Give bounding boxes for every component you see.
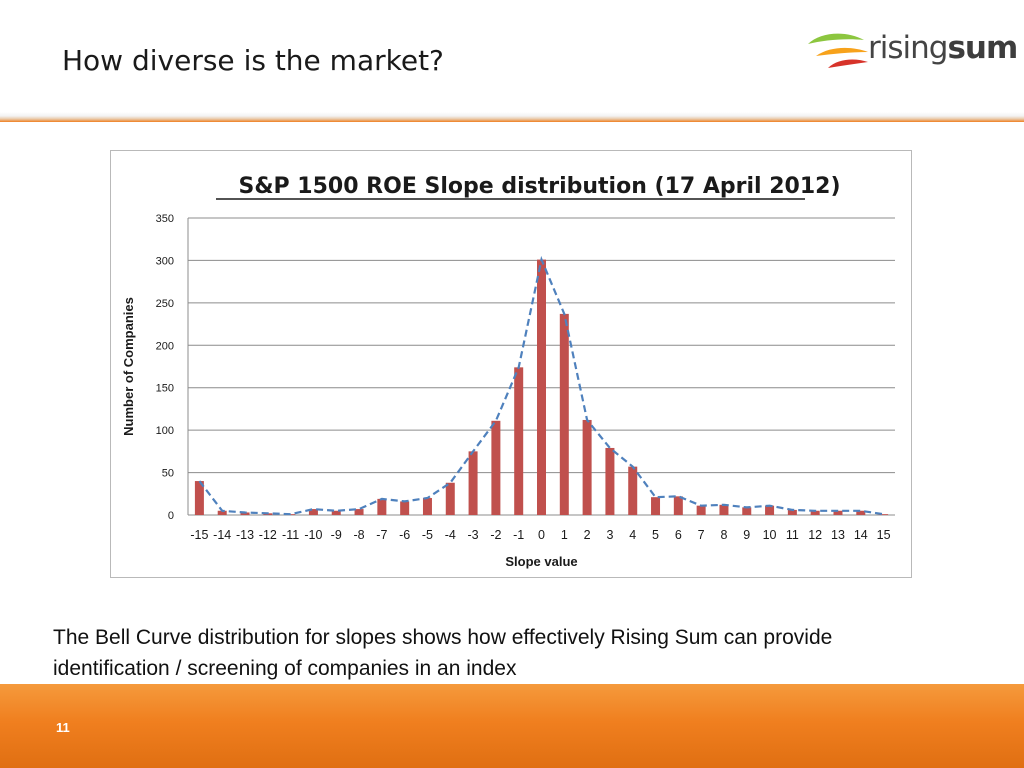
x-tick-label: 9 [743, 528, 750, 542]
bar [833, 510, 843, 515]
x-tick-label: 14 [854, 528, 868, 542]
bar-chart: S&P 1500 ROE Slope distribution (17 Apri… [121, 174, 895, 569]
bar [879, 514, 889, 515]
x-tick-label: -9 [331, 528, 342, 542]
bar [445, 482, 455, 515]
x-tick-label: 7 [698, 528, 705, 542]
bar [240, 512, 250, 515]
bar [673, 496, 683, 515]
y-tick-label: 100 [156, 425, 174, 437]
header-rule [0, 112, 1024, 122]
x-tick-label: 13 [831, 528, 845, 542]
bar [491, 420, 501, 515]
bar [400, 501, 410, 515]
x-tick-label: -5 [422, 528, 433, 542]
bar [331, 510, 341, 515]
x-tick-label: 12 [808, 528, 822, 542]
y-tick-label: 50 [162, 468, 174, 480]
bar [582, 419, 592, 515]
x-tick-label: 4 [629, 528, 636, 542]
x-tick-label: 5 [652, 528, 659, 542]
x-tick-label: 11 [786, 528, 799, 542]
x-tick-label: -6 [399, 528, 410, 542]
x-tick-label: -8 [353, 528, 364, 542]
x-tick-label: -1 [513, 528, 524, 542]
bar [605, 447, 615, 515]
x-tick-label: -10 [304, 528, 322, 542]
y-tick-label: 150 [156, 383, 174, 395]
x-axis-label: Slope value [505, 554, 577, 569]
y-axis-label: Number of Companies [121, 297, 136, 436]
chart-title: S&P 1500 ROE Slope distribution (17 Apri… [238, 174, 840, 199]
slide-caption: The Bell Curve distribution for slopes s… [53, 626, 833, 680]
slide-title: How diverse is the market? [62, 44, 444, 77]
x-tick-label: -15 [190, 528, 208, 542]
bar [559, 313, 569, 515]
x-tick-label: -2 [490, 528, 501, 542]
chart-frame: S&P 1500 ROE Slope distribution (17 Apri… [110, 150, 912, 578]
bar [787, 509, 797, 515]
bar [308, 509, 318, 515]
bar [377, 498, 387, 515]
bar [696, 505, 706, 515]
bar [514, 367, 524, 515]
y-tick-label: 0 [168, 510, 174, 522]
x-tick-label: 0 [538, 528, 545, 542]
bar [856, 510, 866, 515]
x-tick-label: -12 [259, 528, 277, 542]
y-tick-label: 350 [156, 213, 174, 225]
logo-text: risingsum [868, 30, 1018, 66]
bar [810, 510, 820, 515]
x-tick-label: -4 [445, 528, 456, 542]
bar [765, 505, 775, 515]
y-tick-label: 250 [156, 298, 174, 310]
bar [628, 466, 638, 515]
bar [217, 510, 227, 515]
x-tick-label: -3 [468, 528, 479, 542]
bar [422, 498, 432, 515]
y-tick-label: 200 [156, 340, 174, 352]
x-tick-label: -11 [282, 528, 299, 542]
x-tick-label: 15 [877, 528, 891, 542]
bar [742, 507, 752, 515]
bar [651, 497, 661, 515]
x-tick-label: -14 [213, 528, 231, 542]
x-tick-label: 10 [763, 528, 777, 542]
x-tick-label: 2 [584, 528, 591, 542]
bar [194, 481, 204, 515]
bar [468, 451, 478, 515]
bar [537, 259, 546, 515]
bar [354, 509, 364, 515]
x-tick-label: 6 [675, 528, 682, 542]
rising-sum-logo: risingsum [806, 28, 1018, 76]
bar [719, 504, 729, 515]
logo-swoosh-icon [808, 33, 868, 68]
y-tick-label: 300 [156, 255, 174, 267]
x-tick-label: -7 [376, 528, 387, 542]
x-tick-label: -13 [236, 528, 254, 542]
x-tick-label: 8 [720, 528, 727, 542]
x-tick-label: 1 [561, 528, 568, 542]
footer-bar: 11 [0, 684, 1024, 768]
page-number: 11 [56, 720, 70, 735]
x-tick-label: 3 [606, 528, 613, 542]
trend-line [198, 255, 884, 516]
